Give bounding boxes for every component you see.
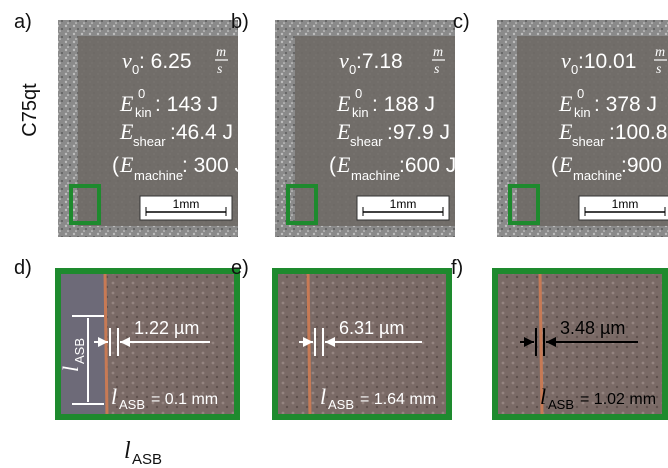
- length-subscript: ASB: [548, 397, 574, 412]
- energy-shear-value: :100.8 J: [609, 121, 668, 144]
- length-value: = 1.02 mm: [580, 391, 656, 408]
- energy-machine-value: :900 J): [621, 154, 668, 177]
- axis-length-symbol: l: [58, 366, 83, 372]
- panel-label: c): [453, 11, 470, 33]
- energy-shear-symbol: E: [119, 119, 134, 144]
- energy-shear-symbol: E: [336, 119, 351, 144]
- velocity-unit-num: m: [216, 45, 226, 60]
- energy-shear-symbol: E: [558, 119, 573, 144]
- velocity-value: : 6.25: [139, 50, 192, 73]
- velocity-unit-num: m: [433, 45, 443, 60]
- panel-label: e): [231, 257, 249, 279]
- energy-machine-symbol: E: [119, 152, 134, 177]
- velocity-unit-num: m: [655, 45, 665, 60]
- energy-machine-open: (: [112, 154, 119, 177]
- velocity-unit-den: s: [434, 62, 440, 77]
- energy-machine-open: (: [551, 154, 558, 177]
- width-label: 1.22 µm: [134, 318, 199, 338]
- energy-machine-symbol: E: [336, 152, 351, 177]
- energy-machine-sub: machine: [573, 168, 622, 183]
- energy-shear-sub: shear: [572, 134, 605, 149]
- velocity-symbol: v: [122, 48, 132, 73]
- length-symbol: l: [540, 384, 546, 409]
- energy-machine-sub: machine: [134, 168, 183, 183]
- energy-kin-sub: kin: [574, 105, 591, 120]
- length-subscript: ASB: [328, 397, 354, 412]
- energy-shear-value: :46.4 J: [170, 121, 233, 144]
- energy-kin-symbol: E: [336, 91, 351, 116]
- axis-length-sub: ASB: [72, 338, 87, 364]
- panel-label: a): [14, 11, 32, 33]
- width-label: 6.31 µm: [339, 318, 404, 338]
- panel-label: f): [451, 257, 463, 279]
- energy-machine-value: :600 J): [399, 154, 463, 177]
- energy-kin-value: : 188 J: [372, 93, 435, 116]
- energy-shear-value: :97.9 J: [387, 121, 450, 144]
- energy-kin-sub: kin: [352, 105, 369, 120]
- energy-kin-sub: kin: [135, 105, 152, 120]
- scale-bar-label: 1mm: [173, 197, 200, 211]
- panel-label: b): [231, 11, 249, 33]
- shear-band: [105, 271, 107, 417]
- velocity-unit-den: s: [217, 62, 223, 77]
- caption-symbol: l: [124, 438, 131, 464]
- scale-bar-label: 1mm: [612, 197, 639, 211]
- energy-machine-value: : 300 J): [182, 154, 252, 177]
- velocity-value: :7.18: [356, 50, 403, 73]
- row-label: C75qt: [19, 83, 41, 137]
- energy-shear-sub: shear: [350, 134, 383, 149]
- velocity-value: :10.01: [578, 50, 636, 73]
- length-value: = 0.1 mm: [151, 391, 218, 408]
- figure: C75qta)v0: 6.25msE0kin: 143 JEshear:46.4…: [0, 0, 668, 468]
- length-value: = 1.64 mm: [360, 391, 436, 408]
- length-symbol: l: [320, 384, 326, 409]
- velocity-symbol: v: [561, 48, 571, 73]
- velocity-symbol: v: [339, 48, 349, 73]
- scale-bar-label: 1mm: [390, 197, 417, 211]
- energy-kin-sup: 0: [138, 86, 145, 101]
- length-symbol: l: [111, 384, 117, 409]
- energy-kin-value: : 143 J: [155, 93, 218, 116]
- energy-shear-sub: shear: [133, 134, 166, 149]
- energy-kin-symbol: E: [558, 91, 573, 116]
- energy-kin-sup: 0: [577, 86, 584, 101]
- energy-kin-symbol: E: [119, 91, 134, 116]
- panel-label: d): [14, 257, 32, 279]
- velocity-unit-den: s: [656, 62, 662, 77]
- energy-kin-value: : 378 J: [594, 93, 657, 116]
- energy-machine-symbol: E: [558, 152, 573, 177]
- energy-machine-open: (: [329, 154, 336, 177]
- caption-sub: ASB: [132, 451, 162, 468]
- length-subscript: ASB: [119, 397, 145, 412]
- energy-kin-sup: 0: [355, 86, 362, 101]
- energy-machine-sub: machine: [351, 168, 400, 183]
- width-label: 3.48 µm: [560, 318, 625, 338]
